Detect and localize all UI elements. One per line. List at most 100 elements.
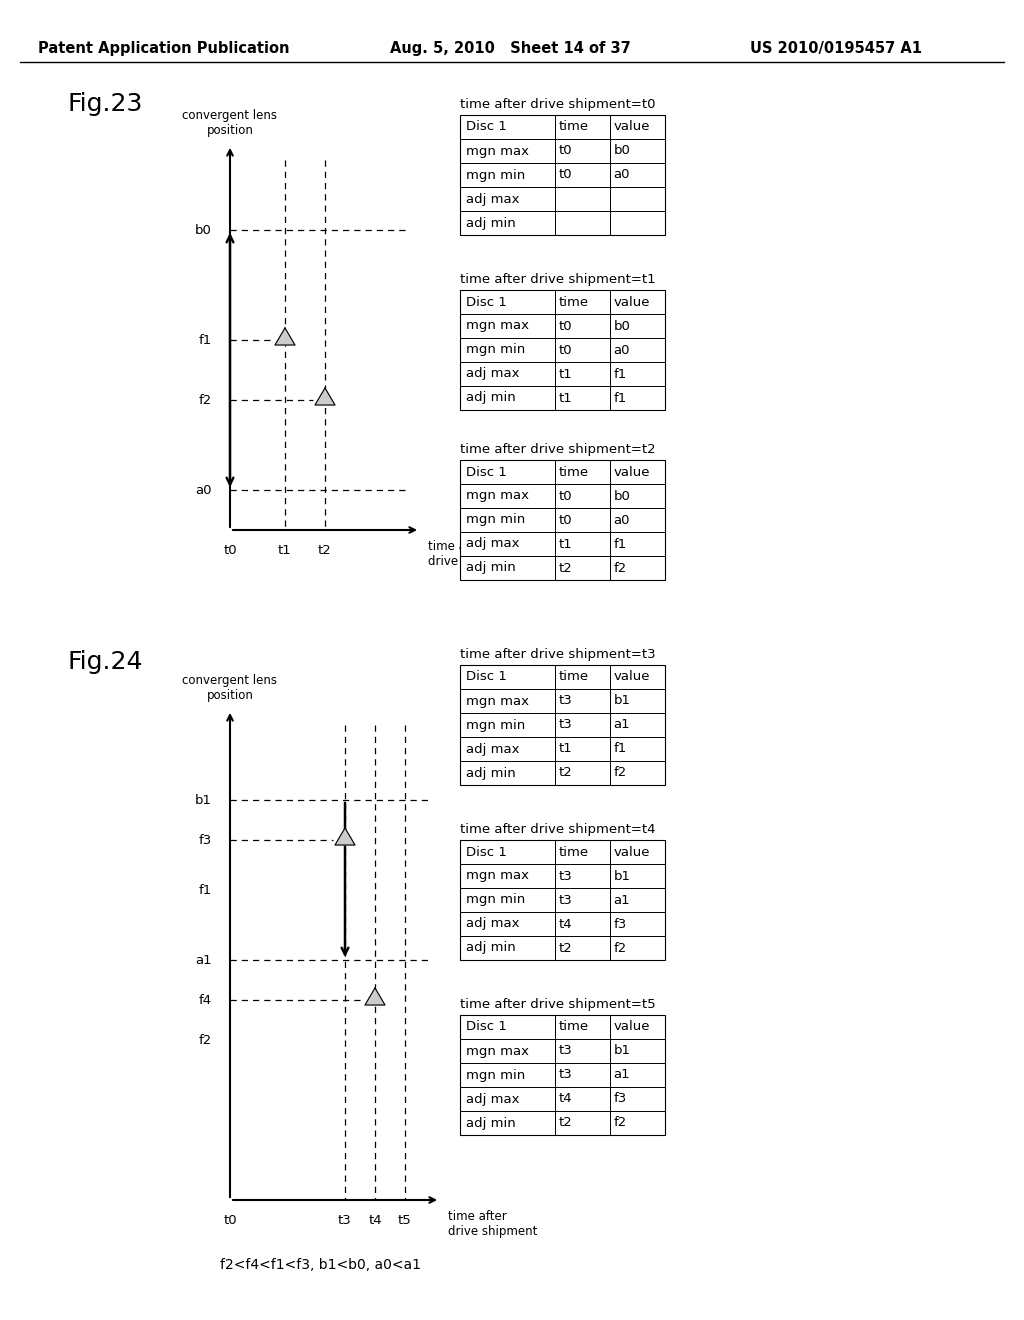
Text: time: time bbox=[558, 671, 589, 684]
Text: a0: a0 bbox=[613, 513, 630, 527]
Text: mgn max: mgn max bbox=[466, 319, 528, 333]
Bar bbox=[460, 290, 665, 411]
Text: t3: t3 bbox=[558, 694, 572, 708]
Text: adj max: adj max bbox=[466, 193, 519, 206]
Text: t0: t0 bbox=[558, 144, 572, 157]
Text: t3: t3 bbox=[558, 718, 572, 731]
Text: f1: f1 bbox=[199, 883, 212, 896]
Text: mgn max: mgn max bbox=[466, 490, 528, 503]
Text: a1: a1 bbox=[613, 718, 630, 731]
Text: mgn min: mgn min bbox=[466, 894, 525, 907]
Text: a0: a0 bbox=[196, 483, 212, 496]
Text: convergent lens
position: convergent lens position bbox=[182, 110, 278, 137]
Text: time after drive shipment=t2: time after drive shipment=t2 bbox=[460, 444, 655, 455]
Text: t1: t1 bbox=[279, 544, 292, 557]
Text: time: time bbox=[558, 1020, 589, 1034]
Text: Disc 1: Disc 1 bbox=[466, 466, 507, 479]
Text: t4: t4 bbox=[558, 917, 572, 931]
Text: f2: f2 bbox=[613, 941, 627, 954]
Text: t3: t3 bbox=[558, 894, 572, 907]
Text: Disc 1: Disc 1 bbox=[466, 846, 507, 858]
Text: a1: a1 bbox=[196, 953, 212, 966]
Text: mgn max: mgn max bbox=[466, 694, 528, 708]
Text: t5: t5 bbox=[398, 1214, 412, 1228]
Text: time after drive shipment=t5: time after drive shipment=t5 bbox=[460, 998, 655, 1011]
Polygon shape bbox=[335, 828, 355, 845]
Text: b1: b1 bbox=[613, 870, 631, 883]
Text: t3: t3 bbox=[558, 1044, 572, 1057]
Text: time after drive shipment=t4: time after drive shipment=t4 bbox=[460, 822, 655, 836]
Text: value: value bbox=[613, 1020, 650, 1034]
Text: a0: a0 bbox=[613, 343, 630, 356]
Text: time after drive shipment=t0: time after drive shipment=t0 bbox=[460, 98, 655, 111]
Text: b0: b0 bbox=[613, 490, 630, 503]
Text: adj max: adj max bbox=[466, 917, 519, 931]
Text: a1: a1 bbox=[613, 894, 630, 907]
Text: t0: t0 bbox=[223, 1214, 237, 1228]
Text: t0: t0 bbox=[558, 319, 572, 333]
Text: t2: t2 bbox=[318, 544, 332, 557]
Text: t1: t1 bbox=[558, 367, 572, 380]
Text: time: time bbox=[558, 466, 589, 479]
Text: f2: f2 bbox=[613, 767, 627, 780]
Polygon shape bbox=[275, 327, 295, 345]
Text: f3: f3 bbox=[613, 917, 627, 931]
Text: f2: f2 bbox=[199, 393, 212, 407]
Text: Patent Application Publication: Patent Application Publication bbox=[38, 41, 290, 55]
Text: mgn min: mgn min bbox=[466, 169, 525, 181]
Text: value: value bbox=[613, 120, 650, 133]
Text: t0: t0 bbox=[558, 490, 572, 503]
Text: mgn min: mgn min bbox=[466, 718, 525, 731]
Text: f4: f4 bbox=[199, 994, 212, 1006]
Text: b0: b0 bbox=[613, 319, 630, 333]
Text: f1: f1 bbox=[613, 742, 627, 755]
Text: b1: b1 bbox=[195, 793, 212, 807]
Text: time after drive shipment=t3: time after drive shipment=t3 bbox=[460, 648, 655, 661]
Text: time after drive shipment=t1: time after drive shipment=t1 bbox=[460, 273, 655, 286]
Text: US 2010/0195457 A1: US 2010/0195457 A1 bbox=[750, 41, 922, 55]
Text: Disc 1: Disc 1 bbox=[466, 671, 507, 684]
Text: Aug. 5, 2010   Sheet 14 of 37: Aug. 5, 2010 Sheet 14 of 37 bbox=[390, 41, 631, 55]
Text: f2: f2 bbox=[199, 1034, 212, 1047]
Text: t2: t2 bbox=[558, 561, 572, 574]
Text: t1: t1 bbox=[558, 742, 572, 755]
Text: adj min: adj min bbox=[466, 1117, 515, 1130]
Text: t0: t0 bbox=[558, 169, 572, 181]
Text: t3: t3 bbox=[338, 1214, 352, 1228]
Text: t4: t4 bbox=[369, 1214, 382, 1228]
Text: f3: f3 bbox=[199, 833, 212, 846]
Bar bbox=[460, 665, 665, 785]
Text: f3: f3 bbox=[613, 1093, 627, 1106]
Text: t1: t1 bbox=[558, 392, 572, 404]
Text: Disc 1: Disc 1 bbox=[466, 296, 507, 309]
Text: b1: b1 bbox=[613, 694, 631, 708]
Text: b0: b0 bbox=[613, 144, 630, 157]
Text: Disc 1: Disc 1 bbox=[466, 120, 507, 133]
Text: mgn min: mgn min bbox=[466, 513, 525, 527]
Text: time: time bbox=[558, 120, 589, 133]
Polygon shape bbox=[315, 388, 335, 405]
Text: t2: t2 bbox=[558, 767, 572, 780]
Text: t2: t2 bbox=[558, 941, 572, 954]
Text: adj min: adj min bbox=[466, 216, 515, 230]
Text: a0: a0 bbox=[613, 169, 630, 181]
Text: adj min: adj min bbox=[466, 561, 515, 574]
Text: time: time bbox=[558, 846, 589, 858]
Text: a1: a1 bbox=[613, 1068, 630, 1081]
Text: f1: f1 bbox=[613, 392, 627, 404]
Text: adj min: adj min bbox=[466, 392, 515, 404]
Text: f1: f1 bbox=[613, 537, 627, 550]
Text: mgn min: mgn min bbox=[466, 343, 525, 356]
Text: value: value bbox=[613, 296, 650, 309]
Text: Fig.23: Fig.23 bbox=[68, 92, 143, 116]
Text: t0: t0 bbox=[223, 544, 237, 557]
Text: b1: b1 bbox=[613, 1044, 631, 1057]
Text: mgn max: mgn max bbox=[466, 1044, 528, 1057]
Text: Fig.24: Fig.24 bbox=[68, 649, 143, 675]
Bar bbox=[460, 840, 665, 960]
Bar bbox=[460, 459, 665, 579]
Text: t3: t3 bbox=[558, 870, 572, 883]
Text: adj max: adj max bbox=[466, 537, 519, 550]
Text: t1: t1 bbox=[558, 537, 572, 550]
Text: adj max: adj max bbox=[466, 742, 519, 755]
